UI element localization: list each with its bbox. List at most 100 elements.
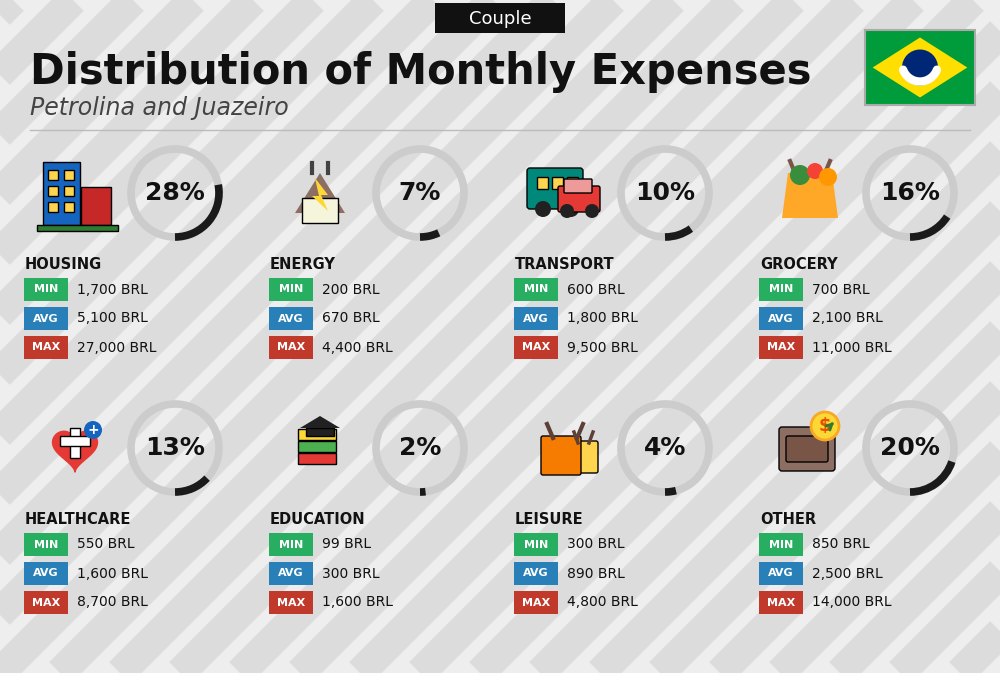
Text: 14,000 BRL: 14,000 BRL (812, 596, 892, 610)
Text: 2%: 2% (399, 436, 441, 460)
Text: MIN: MIN (34, 285, 58, 295)
Text: GROCERY: GROCERY (760, 257, 838, 272)
Text: 2,500 BRL: 2,500 BRL (812, 567, 883, 581)
FancyBboxPatch shape (24, 533, 68, 556)
FancyBboxPatch shape (514, 533, 558, 556)
FancyBboxPatch shape (537, 177, 548, 189)
Text: 890 BRL: 890 BRL (567, 567, 625, 581)
Text: MIN: MIN (279, 285, 303, 295)
Text: Distribution of Monthly Expenses: Distribution of Monthly Expenses (30, 51, 812, 93)
Text: MIN: MIN (524, 285, 548, 295)
Text: MIN: MIN (279, 540, 303, 549)
FancyBboxPatch shape (298, 453, 336, 464)
FancyBboxPatch shape (786, 436, 828, 462)
FancyBboxPatch shape (514, 307, 558, 330)
Text: $: $ (819, 417, 831, 435)
FancyBboxPatch shape (269, 533, 313, 556)
Text: 4%: 4% (644, 436, 686, 460)
FancyBboxPatch shape (269, 307, 313, 330)
FancyBboxPatch shape (24, 336, 68, 359)
Text: 27,000 BRL: 27,000 BRL (77, 341, 156, 355)
FancyBboxPatch shape (37, 225, 118, 230)
Text: MIN: MIN (524, 540, 548, 549)
Text: Petrolina and Juazeiro: Petrolina and Juazeiro (30, 96, 289, 120)
Text: Couple: Couple (469, 10, 531, 28)
Circle shape (563, 201, 579, 217)
Text: 10%: 10% (635, 181, 695, 205)
FancyBboxPatch shape (759, 336, 803, 359)
Text: 600 BRL: 600 BRL (567, 283, 625, 297)
Text: 4,800 BRL: 4,800 BRL (567, 596, 638, 610)
Text: AVG: AVG (523, 569, 549, 579)
FancyBboxPatch shape (527, 168, 583, 209)
FancyBboxPatch shape (552, 177, 563, 189)
FancyBboxPatch shape (24, 562, 68, 585)
Text: 1,800 BRL: 1,800 BRL (567, 312, 638, 326)
Text: MAX: MAX (522, 343, 550, 353)
Text: AVG: AVG (33, 314, 59, 324)
Text: 1,600 BRL: 1,600 BRL (77, 567, 148, 581)
FancyBboxPatch shape (759, 307, 803, 330)
Text: AVG: AVG (523, 314, 549, 324)
Text: 11,000 BRL: 11,000 BRL (812, 341, 892, 355)
Text: MAX: MAX (767, 343, 795, 353)
Circle shape (560, 204, 574, 218)
FancyBboxPatch shape (514, 591, 558, 614)
Text: TRANSPORT: TRANSPORT (515, 257, 615, 272)
Text: 13%: 13% (145, 436, 205, 460)
Text: +: + (87, 423, 99, 437)
FancyBboxPatch shape (759, 533, 803, 556)
Text: AVG: AVG (278, 569, 304, 579)
Circle shape (84, 421, 102, 439)
Text: LEISURE: LEISURE (515, 512, 584, 527)
FancyBboxPatch shape (48, 201, 58, 211)
FancyBboxPatch shape (24, 307, 68, 330)
Text: 16%: 16% (880, 181, 940, 205)
FancyBboxPatch shape (435, 3, 565, 33)
Circle shape (811, 412, 839, 440)
Text: 2,100 BRL: 2,100 BRL (812, 312, 883, 326)
Polygon shape (53, 431, 97, 472)
Text: MIN: MIN (34, 540, 58, 549)
Circle shape (585, 204, 599, 218)
Text: 8,700 BRL: 8,700 BRL (77, 596, 148, 610)
Text: AVG: AVG (768, 314, 794, 324)
Circle shape (902, 50, 938, 85)
FancyBboxPatch shape (81, 186, 111, 225)
Circle shape (819, 168, 837, 186)
Text: 550 BRL: 550 BRL (77, 538, 135, 551)
FancyBboxPatch shape (269, 562, 313, 585)
FancyBboxPatch shape (759, 562, 803, 585)
Text: HOUSING: HOUSING (25, 257, 102, 272)
Text: 850 BRL: 850 BRL (812, 538, 870, 551)
FancyBboxPatch shape (514, 336, 558, 359)
Polygon shape (312, 178, 328, 211)
Text: 28%: 28% (145, 181, 205, 205)
Text: 1,700 BRL: 1,700 BRL (77, 283, 148, 297)
Circle shape (535, 201, 551, 217)
FancyBboxPatch shape (298, 441, 336, 452)
Text: AVG: AVG (33, 569, 59, 579)
Polygon shape (782, 173, 838, 218)
FancyBboxPatch shape (298, 429, 336, 440)
Text: EDUCATION: EDUCATION (270, 512, 366, 527)
Polygon shape (300, 416, 340, 428)
FancyBboxPatch shape (302, 198, 338, 223)
Text: 1,600 BRL: 1,600 BRL (322, 596, 393, 610)
Text: 4,400 BRL: 4,400 BRL (322, 341, 393, 355)
Text: ENERGY: ENERGY (270, 257, 336, 272)
FancyBboxPatch shape (269, 336, 313, 359)
Text: AVG: AVG (768, 569, 794, 579)
Text: 300 BRL: 300 BRL (567, 538, 625, 551)
Text: 9,500 BRL: 9,500 BRL (567, 341, 638, 355)
Text: 300 BRL: 300 BRL (322, 567, 380, 581)
FancyBboxPatch shape (759, 591, 803, 614)
Text: MAX: MAX (32, 598, 60, 608)
Text: OTHER: OTHER (760, 512, 816, 527)
FancyBboxPatch shape (70, 428, 80, 458)
Text: 670 BRL: 670 BRL (322, 312, 380, 326)
FancyBboxPatch shape (514, 278, 558, 301)
FancyBboxPatch shape (269, 278, 313, 301)
Text: MAX: MAX (277, 598, 305, 608)
FancyBboxPatch shape (64, 201, 74, 211)
